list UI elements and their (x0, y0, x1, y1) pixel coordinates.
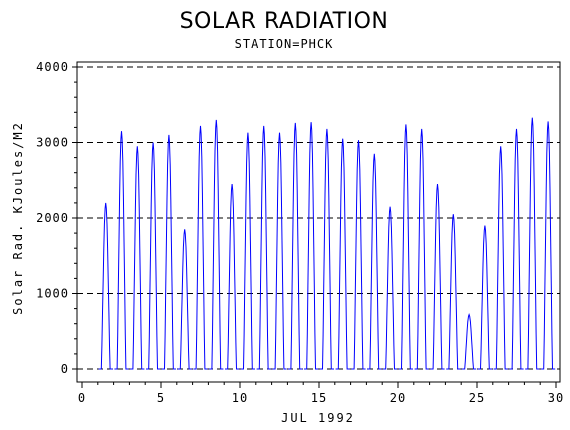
y-tick-label: 2000 (36, 211, 69, 225)
day-cycle-14 (304, 122, 319, 370)
x-tick-label: 30 (548, 391, 564, 405)
day-cycle-6 (177, 229, 192, 370)
day-cycle-12 (272, 132, 287, 370)
day-cycle-22 (430, 183, 445, 370)
day-cycle-15 (319, 128, 334, 370)
x-tick-label: 15 (311, 391, 327, 405)
day-cycle-19 (383, 206, 398, 370)
day-cycle-27 (509, 128, 524, 370)
day-cycle-4 (146, 142, 161, 370)
day-cycle-23 (446, 214, 461, 370)
day-cycle-13 (288, 122, 303, 370)
day-cycle-20 (398, 124, 413, 370)
y-tick-label: 4000 (36, 60, 69, 74)
day-cycle-9 (225, 183, 240, 370)
day-cycle-25 (477, 225, 492, 370)
day-cycle-17 (351, 140, 366, 370)
day-cycle-16 (335, 138, 350, 370)
y-tick-label: 3000 (36, 136, 69, 150)
x-tick-label: 25 (469, 391, 485, 405)
day-cycle-24 (462, 313, 477, 370)
day-cycle-29 (541, 121, 556, 370)
x-tick-label: 5 (157, 391, 165, 405)
day-cycle-26 (493, 146, 508, 370)
day-cycle-8 (209, 119, 224, 370)
y-tick-label: 1000 (36, 287, 69, 301)
day-cycle-18 (367, 153, 382, 370)
x-tick-label: 0 (78, 391, 86, 405)
series-layer (98, 117, 556, 370)
y-axis-label: Solar Rad. KJoules/M2 (11, 121, 25, 315)
x-tick-label: 20 (390, 391, 406, 405)
y-tick-label: 0 (61, 362, 69, 376)
axes: 0 1000 2000 3000 4000 0 5 10 15 20 25 30 (36, 60, 564, 405)
day-cycle-2 (114, 131, 129, 370)
day-cycle-7 (193, 125, 208, 370)
day-cycle-11 (256, 125, 271, 370)
x-tick-label: 10 (232, 391, 248, 405)
day-cycle-10 (240, 132, 255, 370)
day-cycle-21 (414, 128, 429, 370)
chart-subtitle: STATION=PHCK (235, 37, 334, 51)
x-axis-label: JUL 1992 (281, 411, 355, 425)
day-cycle-3 (130, 146, 145, 370)
chart-title: SOLAR RADIATION (180, 9, 389, 34)
day-cycle-5 (161, 134, 176, 370)
day-cycle-28 (525, 117, 540, 370)
day-cycle-1 (98, 202, 113, 370)
